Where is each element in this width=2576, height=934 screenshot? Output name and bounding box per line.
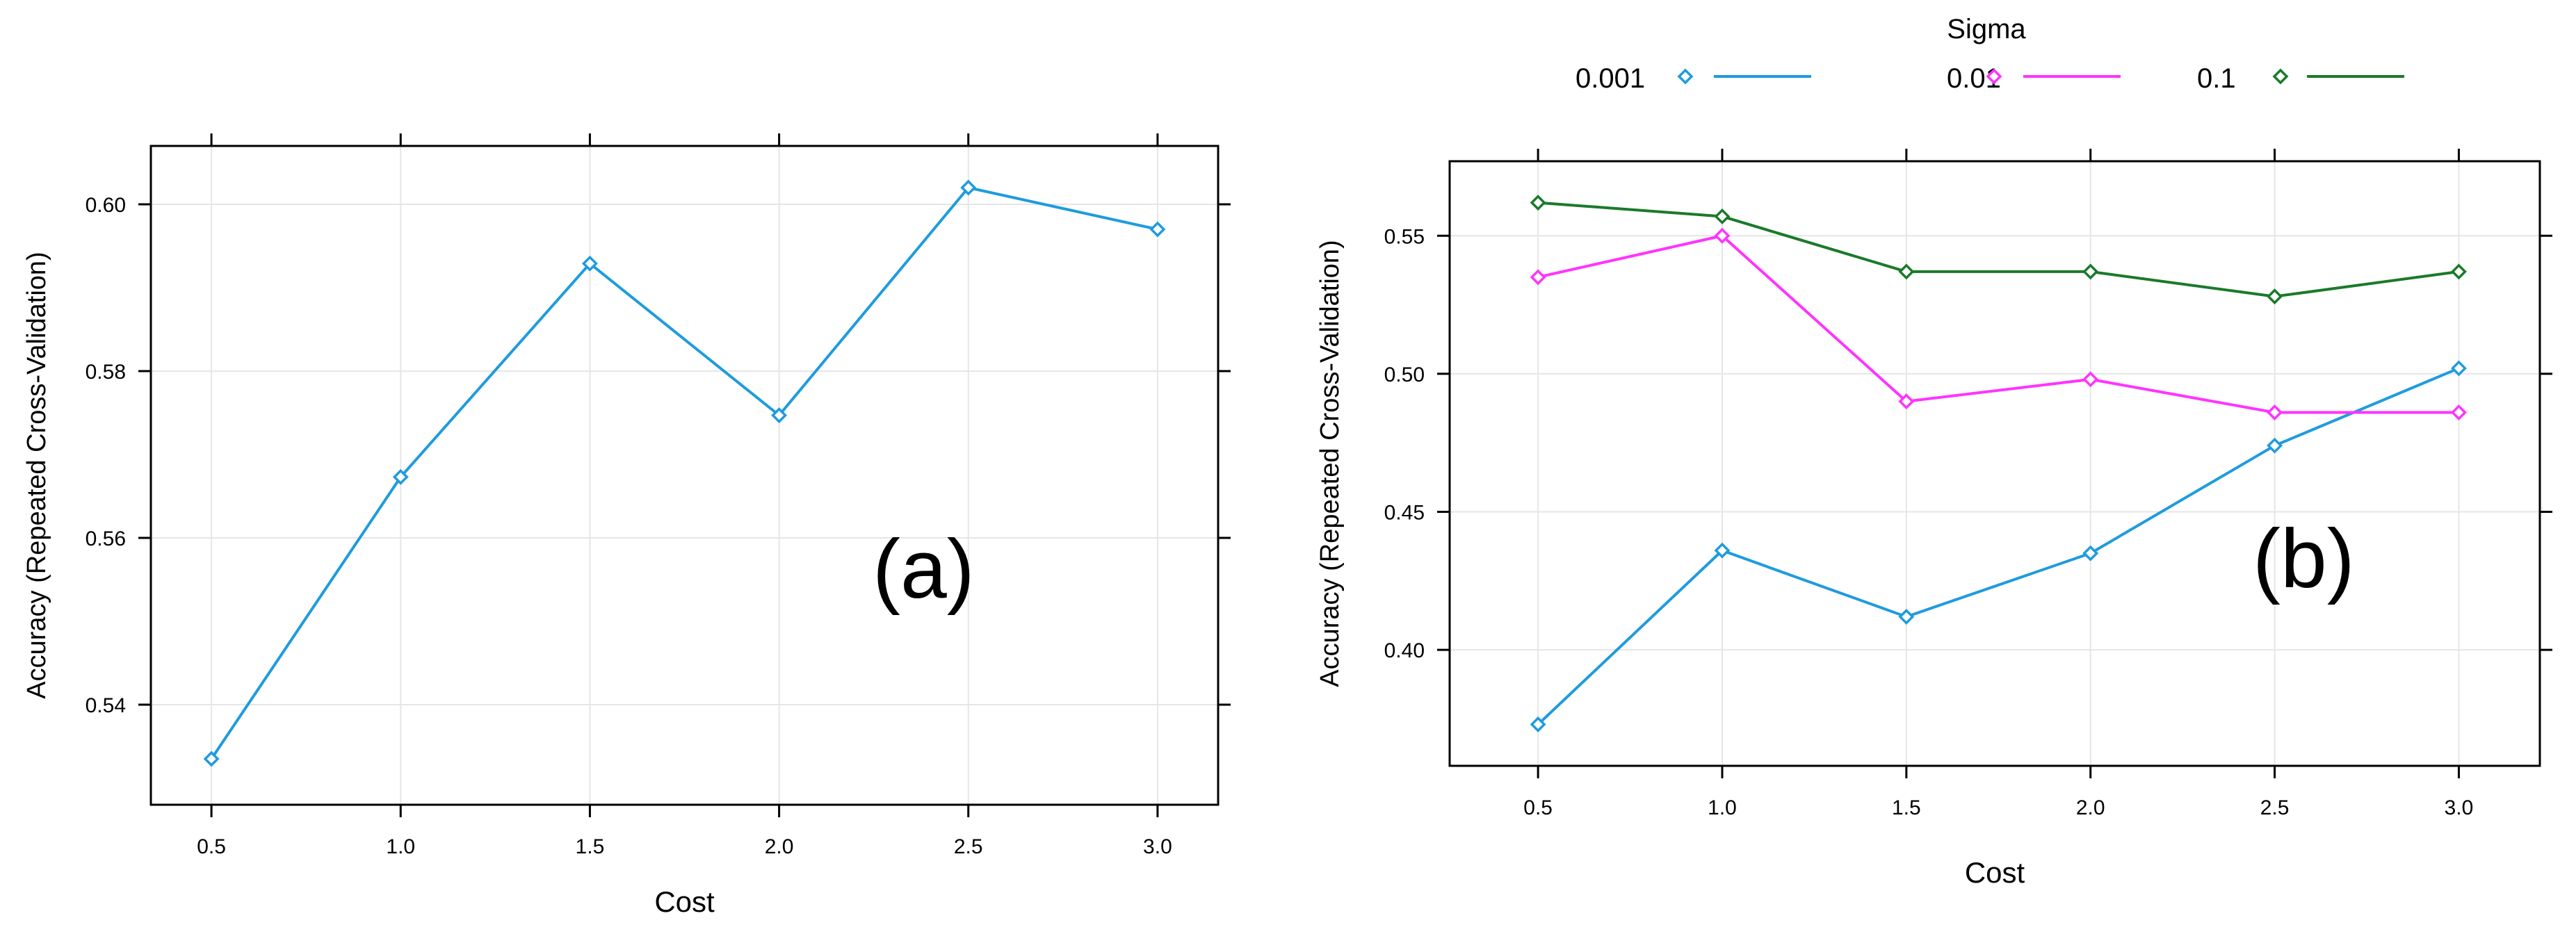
y-tick-label-b-1: 0.45 (1384, 502, 1425, 525)
legend-label-b-0: 0.001 (1575, 63, 1645, 94)
x-axis-label-a: Cost (654, 885, 715, 918)
data-point-a-0-5 (1149, 221, 1166, 238)
data-point-b-2-4 (2267, 288, 2283, 305)
x-tick-label-b-5: 3.0 (2445, 796, 2474, 819)
chart-a: 0.5 1.0 1.5 2.0 2.5 3.0 0.54 0.56 0.58 0.60 Cost Ac… (22, 133, 1231, 918)
y-tick-label-b-2: 0.50 (1384, 363, 1425, 386)
y-tick-label-b-3: 0.55 (1384, 225, 1425, 248)
series-line-a-0 (210, 186, 1158, 760)
x-tick-label-a-0: 0.5 (197, 835, 226, 858)
data-point-a-0-1 (392, 468, 409, 485)
legend-label-b-2: 0.1 (2197, 63, 2236, 94)
data-point-b-2-0 (1530, 195, 1546, 211)
legend-marker-b-0 (1677, 68, 1694, 85)
legend-marker-b-1 (1986, 68, 2002, 85)
y-tick-label-b-0: 0.40 (1384, 639, 1425, 662)
series-line-b-2 (1537, 201, 2459, 298)
data-point-b-2-3 (2082, 263, 2099, 280)
data-point-b-0-2 (1898, 609, 1915, 625)
y-tick-label-a-0: 0.54 (86, 694, 126, 717)
y-axis-label-b: Accuracy (Repeated Cross-Validation) (1315, 240, 1345, 687)
panel-label-b: (b) (2253, 512, 2355, 605)
data-point-b-0-4 (2267, 437, 2283, 454)
x-tick-label-b-4: 2.5 (2260, 796, 2290, 819)
data-point-b-2-1 (1714, 208, 1731, 224)
x-tick-label-b-0: 0.5 (1523, 796, 1553, 819)
y-axis-label-a: Accuracy (Repeated Cross-Validation) (22, 252, 51, 698)
legend-marker-b-2 (2272, 68, 2289, 85)
y-tick-label-a-3: 0.60 (86, 194, 126, 217)
x-tick-label-a-3: 2.0 (765, 835, 794, 858)
data-point-a-0-3 (771, 407, 788, 424)
series-line-b-1 (1537, 234, 2459, 414)
data-point-a-0-2 (581, 255, 598, 272)
x-tick-label-a-4: 2.5 (954, 835, 983, 858)
data-point-b-1-0 (1530, 269, 1546, 286)
legend-title-b: Sigma (1947, 14, 2026, 44)
x-tick-label-a-1: 1.0 (386, 835, 415, 858)
data-point-b-0-1 (1714, 542, 1731, 559)
data-point-b-2-5 (2450, 263, 2467, 280)
data-point-a-0-0 (203, 751, 220, 767)
y-tick-label-a-2: 0.58 (86, 361, 126, 384)
x-tick-label-b-2: 1.5 (1892, 796, 1921, 819)
data-point-b-1-2 (1898, 393, 1915, 410)
plot-frame-b (1448, 160, 2541, 767)
panel-label-a: (a) (873, 523, 975, 616)
data-point-b-0-0 (1530, 716, 1546, 732)
x-axis-label-b: Cost (1965, 856, 2025, 889)
x-tick-label-b-1: 1.0 (1708, 796, 1737, 819)
plot-frame-a (149, 145, 1220, 806)
x-tick-label-a-5: 3.0 (1143, 835, 1172, 858)
data-point-b-1-4 (2267, 404, 2283, 420)
data-point-b-1-5 (2450, 404, 2467, 420)
data-point-b-1-1 (1714, 227, 1731, 244)
series-line-b-0 (1537, 367, 2460, 726)
data-point-b-2-2 (1898, 263, 1915, 280)
data-point-b-1-3 (2082, 371, 2099, 388)
data-point-a-0-4 (960, 179, 977, 196)
x-tick-label-b-3: 2.0 (2076, 796, 2105, 819)
y-tick-label-a-1: 0.56 (86, 527, 126, 550)
x-tick-label-a-2: 1.5 (576, 835, 605, 858)
data-point-b-0-5 (2450, 360, 2467, 377)
chart-b: 0.5 1.0 1.5 2.0 2.5 3.0 0.40 0.45 0.50 0.55 Cost Ac… (1315, 14, 2552, 889)
data-point-b-0-3 (2082, 545, 2099, 562)
